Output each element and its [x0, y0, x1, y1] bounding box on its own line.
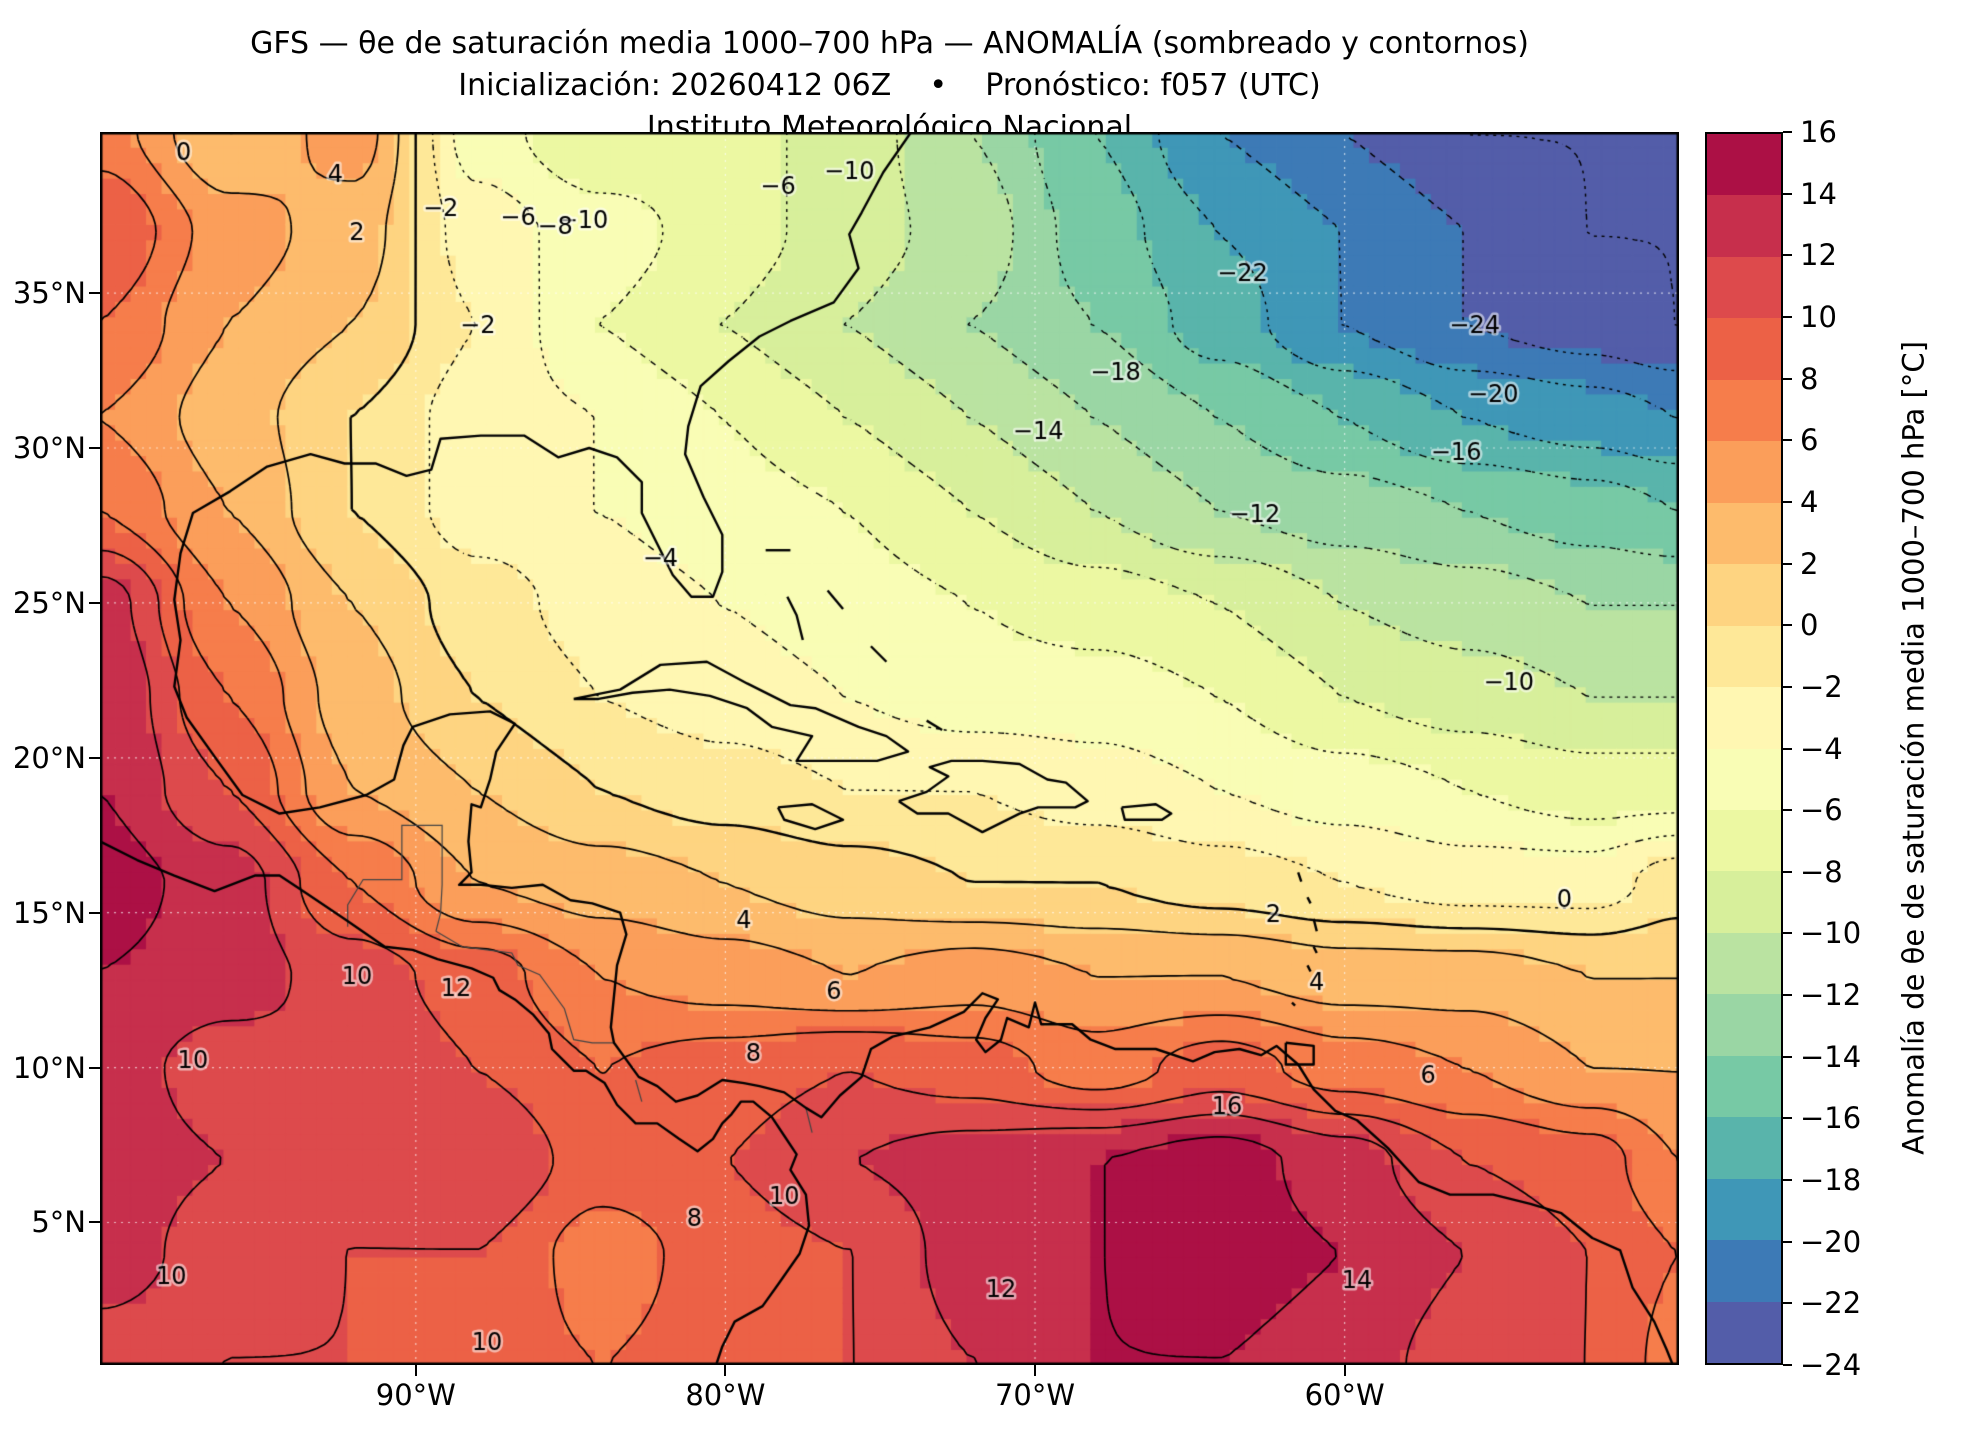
y-tick-label: 30°N — [12, 430, 86, 465]
colorbar-band — [1707, 809, 1781, 872]
y-tick-mark — [89, 911, 100, 914]
y-tick-label: 25°N — [12, 585, 86, 620]
y-tick-label: 35°N — [12, 276, 86, 311]
colorbar-band — [1707, 1117, 1781, 1179]
colorbar-band — [1707, 1240, 1781, 1302]
colorbar-tick-mark — [1783, 747, 1792, 750]
colorbar-band — [1707, 871, 1781, 933]
colorbar-band — [1707, 502, 1781, 565]
colorbar-band — [1707, 195, 1781, 257]
colorbar-tick-mark — [1783, 1055, 1792, 1058]
colorbar-tick-mark — [1783, 192, 1792, 195]
y-tick-mark — [89, 756, 100, 759]
colorbar-band — [1707, 687, 1781, 749]
colorbar-tick-label: −10 — [1800, 916, 1862, 951]
colorbar-tick-mark — [1783, 1179, 1792, 1182]
colorbar-tick-label: −8 — [1800, 854, 1843, 889]
colorbar-tick-mark — [1783, 624, 1792, 627]
x-tick-label: 90°W — [375, 1378, 456, 1412]
colorbar-tick-label: −24 — [1800, 1348, 1862, 1382]
colorbar-tick-label: −12 — [1800, 978, 1862, 1013]
colorbar-tick-label: −22 — [1800, 1286, 1862, 1321]
colorbar-tick-label: −16 — [1800, 1101, 1862, 1136]
colorbar-label: Anomalía de θe de saturación media 1000–… — [1896, 341, 1931, 1155]
colorbar-band — [1707, 1301, 1781, 1364]
colorbar-tick-label: −4 — [1800, 731, 1843, 766]
colorbar-tick-label: 8 — [1800, 361, 1819, 396]
colorbar-tick-label: 0 — [1800, 608, 1819, 643]
colorbar-band — [1707, 1178, 1781, 1241]
x-tick-mark — [724, 1365, 727, 1376]
colorbar-tick-mark — [1783, 1302, 1792, 1305]
x-tick-label: 60°W — [1304, 1378, 1385, 1412]
colorbar-band — [1707, 318, 1781, 380]
colorbar-band — [1707, 564, 1781, 626]
colorbar-band — [1707, 256, 1781, 319]
colorbar-tick-label: 12 — [1800, 238, 1837, 273]
colorbar-band — [1707, 994, 1781, 1056]
x-tick-label: 80°W — [685, 1378, 766, 1412]
colorbar-tick-label: −14 — [1800, 1039, 1862, 1074]
colorbar-tick-mark — [1783, 870, 1792, 873]
y-tick-mark — [89, 1066, 100, 1069]
colorbar-band — [1707, 625, 1781, 688]
map-canvas — [100, 132, 1679, 1365]
colorbar-tick-mark — [1783, 315, 1792, 318]
y-tick-label: 10°N — [12, 1050, 86, 1085]
y-tick-label: 5°N — [31, 1205, 86, 1240]
colorbar-tick-label: 6 — [1800, 423, 1819, 458]
colorbar-band — [1707, 1055, 1781, 1118]
x-tick-mark — [414, 1365, 417, 1376]
colorbar-tick-label: −6 — [1800, 793, 1843, 828]
colorbar-tick-mark — [1783, 685, 1792, 688]
colorbar-band — [1707, 134, 1781, 196]
y-tick-mark — [89, 601, 100, 604]
chart-title: GFS — θe de saturación media 1000–700 hP… — [250, 26, 1529, 61]
colorbar-tick-mark — [1783, 500, 1792, 503]
colorbar-band — [1707, 932, 1781, 995]
colorbar-tick-mark — [1783, 254, 1792, 257]
x-tick-label: 70°W — [994, 1378, 1076, 1412]
chart-subtitle: Inicialización: 20260412 06Z • Pronóstic… — [458, 68, 1321, 103]
colorbar-band — [1707, 379, 1781, 442]
colorbar-tick-label: 14 — [1800, 176, 1837, 211]
colorbar-tick-label: 10 — [1800, 299, 1837, 334]
y-tick-mark — [89, 446, 100, 449]
colorbar-tick-mark — [1783, 439, 1792, 442]
y-tick-label: 20°N — [12, 740, 86, 775]
colorbar-tick-mark — [1783, 1117, 1792, 1120]
colorbar-tick-mark — [1783, 932, 1792, 935]
x-tick-mark — [1034, 1365, 1037, 1376]
colorbar-tick-mark — [1783, 809, 1792, 812]
colorbar-tick-mark — [1783, 377, 1792, 380]
colorbar-tick-label: 16 — [1800, 115, 1837, 149]
colorbar-tick-mark — [1783, 131, 1792, 133]
colorbar — [1705, 132, 1783, 1365]
colorbar-band — [1707, 441, 1781, 503]
colorbar-tick-label: −18 — [1800, 1163, 1862, 1198]
colorbar-tick-mark — [1783, 1364, 1792, 1366]
y-tick-mark — [89, 292, 100, 295]
colorbar-tick-mark — [1783, 1240, 1792, 1243]
colorbar-tick-label: −20 — [1800, 1224, 1862, 1259]
y-tick-label: 15°N — [12, 895, 86, 930]
colorbar-tick-label: −2 — [1800, 669, 1843, 704]
x-tick-mark — [1343, 1365, 1346, 1376]
colorbar-tick-mark — [1783, 994, 1792, 997]
colorbar-band — [1707, 748, 1781, 810]
y-tick-mark — [89, 1221, 100, 1224]
colorbar-tick-label: 4 — [1800, 484, 1819, 519]
colorbar-tick-label: 2 — [1800, 546, 1819, 581]
colorbar-tick-mark — [1783, 562, 1792, 565]
